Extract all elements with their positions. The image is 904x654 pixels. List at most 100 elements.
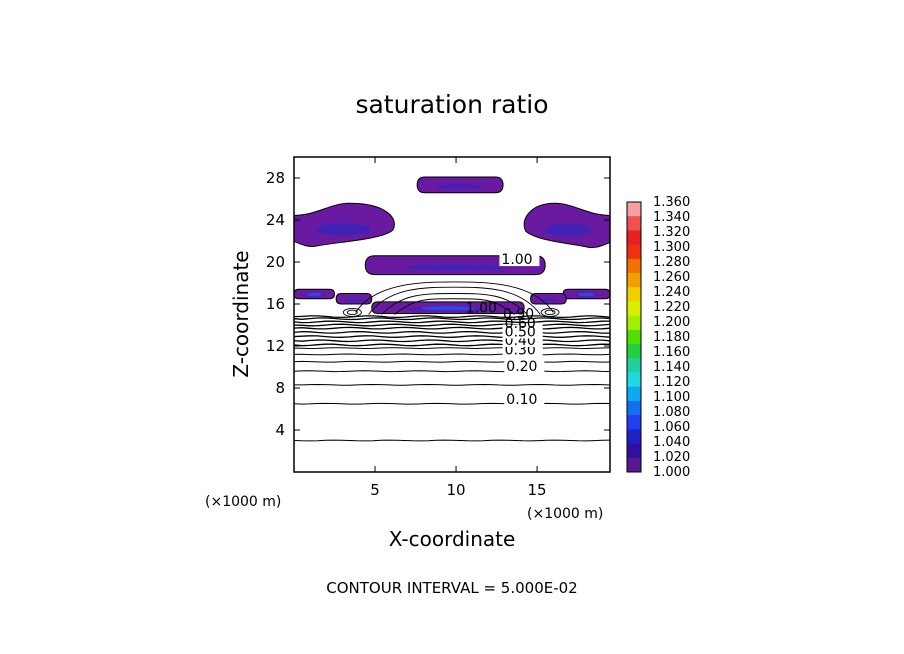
colorbar-label: 1.240 [653,285,690,300]
y-tick-label: 16 [266,295,285,313]
saturated-regions [294,176,610,314]
colorbar-label: 1.120 [653,375,690,390]
colorbar: 1.3601.3401.3201.3001.2801.2601.2401.220… [626,195,690,480]
colorbar-swatch [627,301,641,317]
colorbar-label: 1.020 [653,450,690,465]
contour-lines [294,281,610,442]
colorbar-label: 1.080 [653,405,690,420]
contour-line [294,402,610,405]
y-tick-label: 20 [266,253,285,271]
chart-title: saturation ratio [355,90,548,119]
colorbar-swatch [627,230,641,246]
contour-line [294,339,610,343]
colorbar-swatch [627,400,641,416]
colorbar-label: 1.100 [653,390,690,405]
y-tick-label: 8 [275,379,285,397]
region-core-left-upper-band [315,223,372,236]
colorbar-label: 1.220 [653,300,690,315]
contour-line [294,360,610,363]
contour-line [294,320,610,324]
region-blue-right-mid-patch [578,292,595,297]
colorbar-swatch [627,244,641,260]
plot-frame [293,156,611,473]
region-core-upper-cap [436,184,485,190]
contour-line [294,439,610,442]
colorbar-label: 1.060 [653,420,690,435]
colorbar-frame [626,201,642,473]
x-tick-label: 5 [370,481,380,499]
x-tick-label: 10 [447,481,466,499]
contour-interval: CONTOUR INTERVAL = 5.000E-02 [326,579,577,597]
contour-label-bg [504,391,545,406]
colorbar-label: 1.200 [653,315,690,330]
contour-label-bg [499,252,540,267]
x-unit-left: (×1000 m) [205,494,281,510]
region-core-middle-band [404,264,506,271]
colorbar-swatch [627,258,641,274]
colorbar-label: 1.280 [653,255,690,270]
colorbar-swatch [627,372,641,388]
contour-line [294,315,610,319]
contour-loop [342,307,362,317]
colorbar-swatch [627,329,641,345]
contour-line [294,347,610,350]
contour-label: 0.50 [505,325,536,341]
contour-labels: 0.100.200.300.400.500.600.901.001.00 [466,252,545,408]
region-core-left-lower-patch [343,298,364,302]
colorbar-label: 1.140 [653,360,690,375]
colorbar-swatch [627,443,641,459]
colorbar-swatch [627,216,641,231]
colorbar-label: 1.340 [653,210,690,225]
contour-label: 0.60 [505,316,536,332]
colorbar-label: 1.000 [653,465,690,480]
contour-line [294,323,610,327]
colorbar-swatch [627,415,641,430]
y-tick-label: 24 [266,211,285,229]
region-blue-center-lower-band [420,306,476,311]
colorbar-label: 1.360 [653,195,690,210]
contour-dome [381,293,528,315]
y-tick-label: 12 [266,337,285,355]
x-axis-label: X-coordinate [389,527,516,551]
colorbar-swatch [627,202,641,217]
colorbar-swatch [627,358,641,374]
colorbar-label: 1.320 [653,225,690,240]
contour-label-bg [504,359,545,374]
region-core-right-upper-band [544,223,592,237]
x-tick-label: 15 [528,481,547,499]
colorbar-label: 1.160 [653,345,690,360]
colorbar-swatch [627,429,641,445]
contour-dome [368,286,541,315]
y-tick-label: 28 [266,169,285,187]
contour-line [294,326,610,330]
y-ticks: 4 8 12 16 20 24 28 [266,169,610,439]
contour-line [294,370,610,373]
colorbar-label: 1.040 [653,435,690,450]
contour-label-bg [502,324,543,339]
contour-line [294,343,610,347]
contour-loop [544,309,556,316]
colorbar-swatch [627,457,641,473]
contour-line [294,335,610,338]
contour-label: 0.10 [506,392,537,408]
contour-dome [355,281,554,313]
colorbar-swatch [627,386,641,402]
contour-label: 0.90 [503,307,534,323]
contour-label: 0.20 [506,359,537,375]
colorbar-swatch [627,287,641,302]
colorbar-swatch [627,273,641,288]
colorbar-label: 1.260 [653,270,690,285]
x-unit-right: (×1000 m) [527,506,603,522]
contour-label: 1.00 [501,252,532,268]
contour-dome [394,298,515,315]
colorbar-swatch [627,344,641,359]
colorbar-label: 1.180 [653,330,690,345]
contour-line [294,353,610,356]
contour-label: 1.00 [466,300,497,316]
contour-loop [540,307,560,317]
region-blue-left-mid-patch [306,292,322,297]
y-tick-label: 4 [275,421,285,439]
contour-line [294,330,610,334]
y-axis-label: Z-coordinate [229,250,253,377]
